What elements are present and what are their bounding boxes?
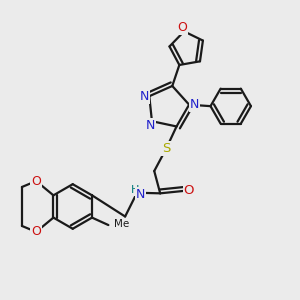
Text: O: O <box>178 21 188 34</box>
Text: N: N <box>190 98 199 111</box>
Text: Me: Me <box>114 220 129 230</box>
Text: N: N <box>136 188 145 201</box>
Text: O: O <box>31 225 41 239</box>
Text: N: N <box>140 90 149 103</box>
Text: H: H <box>131 185 140 195</box>
Text: O: O <box>31 175 41 188</box>
Text: N: N <box>146 119 155 132</box>
Text: O: O <box>184 184 194 197</box>
Text: S: S <box>162 142 170 155</box>
